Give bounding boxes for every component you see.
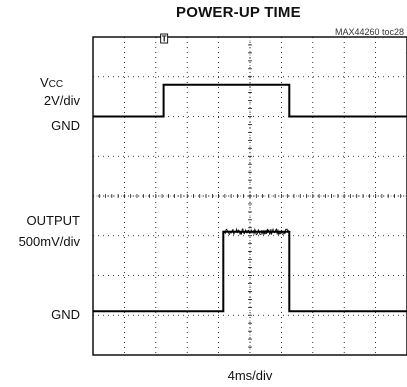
channel-1-trace xyxy=(93,83,407,118)
trigger-marker-box xyxy=(160,33,169,44)
grid xyxy=(92,36,407,356)
chart-title: POWER-UP TIME xyxy=(176,4,301,21)
channel-2-noise xyxy=(222,227,290,236)
trigger-marker: T xyxy=(162,35,167,44)
output-scale-label: 500mV/div xyxy=(18,234,80,249)
output-gnd-label: GND xyxy=(51,307,80,322)
channel-2-trace xyxy=(93,230,407,313)
x-axis-label: 4ms/div xyxy=(227,368,273,383)
traces xyxy=(93,83,407,313)
vcc-scale-label: 2V/div xyxy=(43,93,80,108)
output-label: OUTPUT xyxy=(26,213,80,228)
chart-id: MAX44260 toc28 xyxy=(334,27,404,37)
vcc-gnd-label: GND xyxy=(51,118,80,133)
vcc-label: VCC xyxy=(40,75,64,90)
